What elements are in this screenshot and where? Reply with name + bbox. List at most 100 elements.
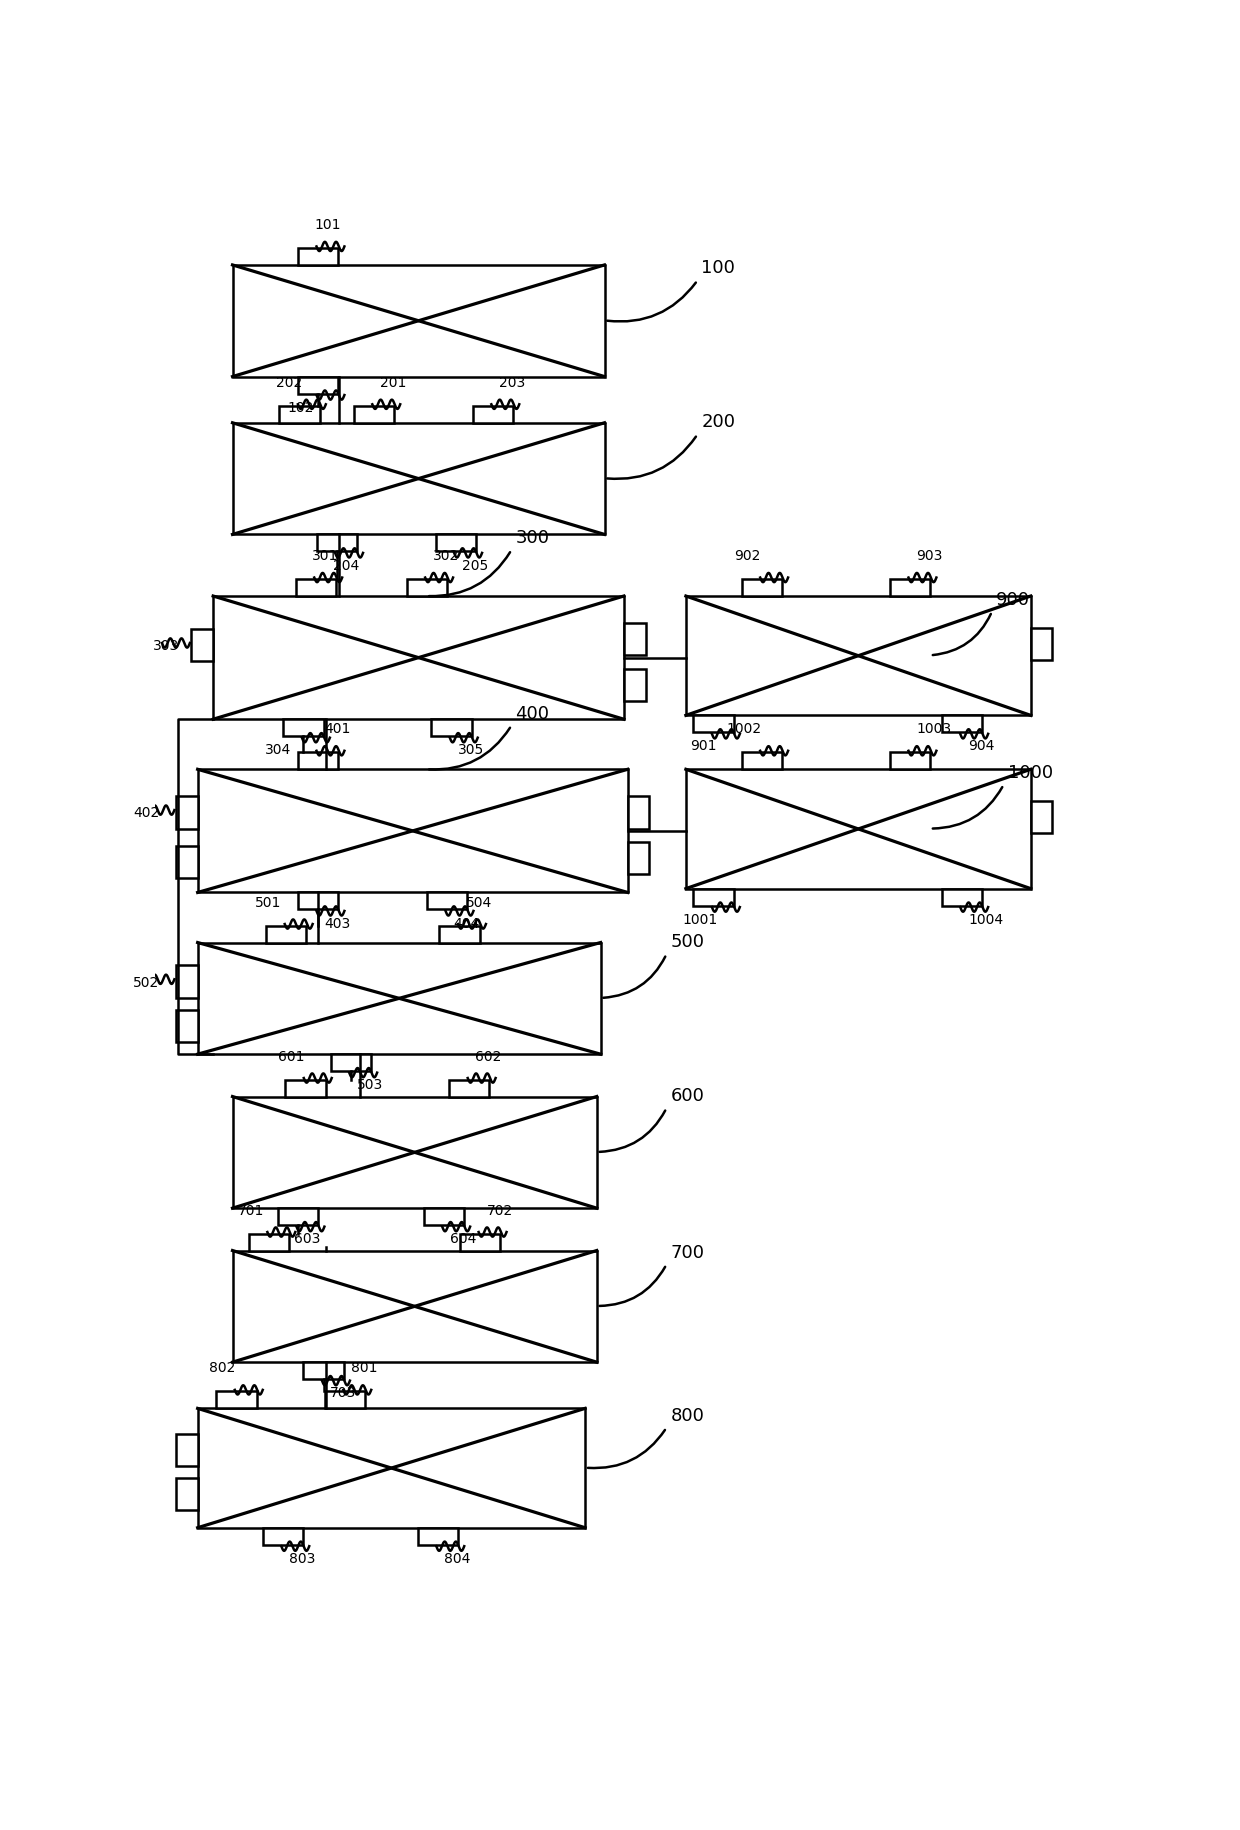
Text: 701: 701 bbox=[238, 1202, 264, 1217]
Bar bbox=[176, 1479, 197, 1510]
Bar bbox=[427, 893, 467, 910]
Text: 800: 800 bbox=[671, 1405, 704, 1424]
Text: 302: 302 bbox=[433, 549, 459, 564]
Bar bbox=[176, 1010, 197, 1043]
Bar bbox=[298, 377, 339, 393]
Bar bbox=[176, 1435, 197, 1466]
Text: 1002: 1002 bbox=[727, 723, 763, 736]
Bar bbox=[316, 534, 357, 553]
Bar bbox=[267, 926, 306, 942]
Text: 1003: 1003 bbox=[916, 723, 951, 736]
Bar bbox=[176, 845, 197, 878]
Bar bbox=[624, 624, 646, 655]
Bar bbox=[1030, 628, 1053, 661]
Text: 904: 904 bbox=[968, 739, 994, 754]
Bar bbox=[686, 770, 1030, 889]
Bar bbox=[298, 752, 339, 770]
Text: 504: 504 bbox=[466, 895, 492, 910]
Bar bbox=[439, 926, 480, 942]
Bar bbox=[325, 1391, 365, 1409]
Bar bbox=[285, 1080, 326, 1096]
Bar bbox=[191, 630, 213, 662]
Text: 404: 404 bbox=[454, 917, 480, 930]
Bar bbox=[1030, 802, 1053, 834]
Bar bbox=[407, 580, 446, 597]
Bar bbox=[216, 1391, 257, 1409]
Text: 602: 602 bbox=[475, 1049, 502, 1063]
Bar bbox=[278, 1208, 319, 1226]
Bar bbox=[295, 580, 336, 597]
Text: 402: 402 bbox=[134, 805, 160, 820]
Bar bbox=[197, 770, 627, 893]
Text: 303: 303 bbox=[153, 639, 179, 653]
Text: 202: 202 bbox=[277, 375, 303, 390]
Bar bbox=[304, 1362, 343, 1380]
Text: 401: 401 bbox=[325, 723, 351, 736]
Text: 403: 403 bbox=[325, 917, 351, 930]
Bar bbox=[176, 966, 197, 997]
Bar bbox=[890, 752, 930, 770]
Bar bbox=[624, 670, 646, 701]
Text: 903: 903 bbox=[916, 549, 942, 564]
Bar bbox=[941, 889, 982, 906]
Bar bbox=[627, 796, 650, 829]
Bar bbox=[742, 580, 782, 597]
Text: 502: 502 bbox=[134, 975, 160, 988]
Bar bbox=[432, 719, 471, 737]
Text: 400: 400 bbox=[516, 705, 549, 723]
Text: 305: 305 bbox=[458, 743, 484, 758]
Text: 804: 804 bbox=[444, 1552, 470, 1565]
Text: 100: 100 bbox=[702, 260, 735, 278]
Bar bbox=[233, 423, 605, 534]
Text: 601: 601 bbox=[278, 1049, 305, 1063]
Bar bbox=[472, 406, 513, 423]
Bar bbox=[249, 1233, 289, 1252]
Text: 101: 101 bbox=[314, 218, 341, 232]
Bar bbox=[460, 1233, 501, 1252]
Text: 301: 301 bbox=[312, 549, 339, 564]
Text: 501: 501 bbox=[255, 895, 281, 910]
Text: 300: 300 bbox=[516, 529, 549, 547]
Text: 204: 204 bbox=[332, 558, 360, 573]
Text: 201: 201 bbox=[379, 375, 407, 390]
Bar bbox=[890, 580, 930, 597]
Bar bbox=[353, 406, 394, 423]
Text: 801: 801 bbox=[351, 1362, 377, 1374]
Bar bbox=[233, 1096, 596, 1208]
Bar bbox=[279, 406, 320, 423]
Text: 702: 702 bbox=[486, 1202, 512, 1217]
Bar bbox=[449, 1080, 490, 1096]
Bar bbox=[693, 889, 734, 906]
Text: 203: 203 bbox=[498, 375, 526, 390]
Text: 703: 703 bbox=[330, 1385, 356, 1400]
Bar bbox=[197, 1409, 585, 1528]
Text: 902: 902 bbox=[734, 549, 761, 564]
Text: 503: 503 bbox=[357, 1078, 383, 1093]
Bar bbox=[941, 716, 982, 732]
Text: 200: 200 bbox=[702, 414, 735, 432]
Text: 304: 304 bbox=[265, 743, 291, 758]
Bar bbox=[331, 1054, 371, 1072]
Bar bbox=[213, 597, 624, 719]
Bar bbox=[424, 1208, 464, 1226]
Text: 604: 604 bbox=[450, 1232, 476, 1246]
Bar bbox=[298, 249, 339, 265]
Text: 1001: 1001 bbox=[682, 911, 718, 926]
Bar bbox=[693, 716, 734, 732]
Bar bbox=[263, 1528, 303, 1545]
Bar bbox=[197, 942, 600, 1054]
Text: 901: 901 bbox=[691, 739, 717, 754]
Bar bbox=[284, 719, 324, 737]
Bar bbox=[742, 752, 782, 770]
Text: 803: 803 bbox=[289, 1552, 315, 1565]
Bar bbox=[418, 1528, 458, 1545]
Text: 700: 700 bbox=[671, 1243, 704, 1261]
Bar bbox=[627, 842, 650, 875]
Text: 900: 900 bbox=[996, 591, 1030, 608]
Bar bbox=[233, 1252, 596, 1362]
Bar bbox=[686, 597, 1030, 716]
Text: 603: 603 bbox=[294, 1232, 321, 1246]
Text: 102: 102 bbox=[288, 401, 314, 414]
Text: 1000: 1000 bbox=[1007, 763, 1053, 781]
Text: 500: 500 bbox=[671, 933, 704, 952]
